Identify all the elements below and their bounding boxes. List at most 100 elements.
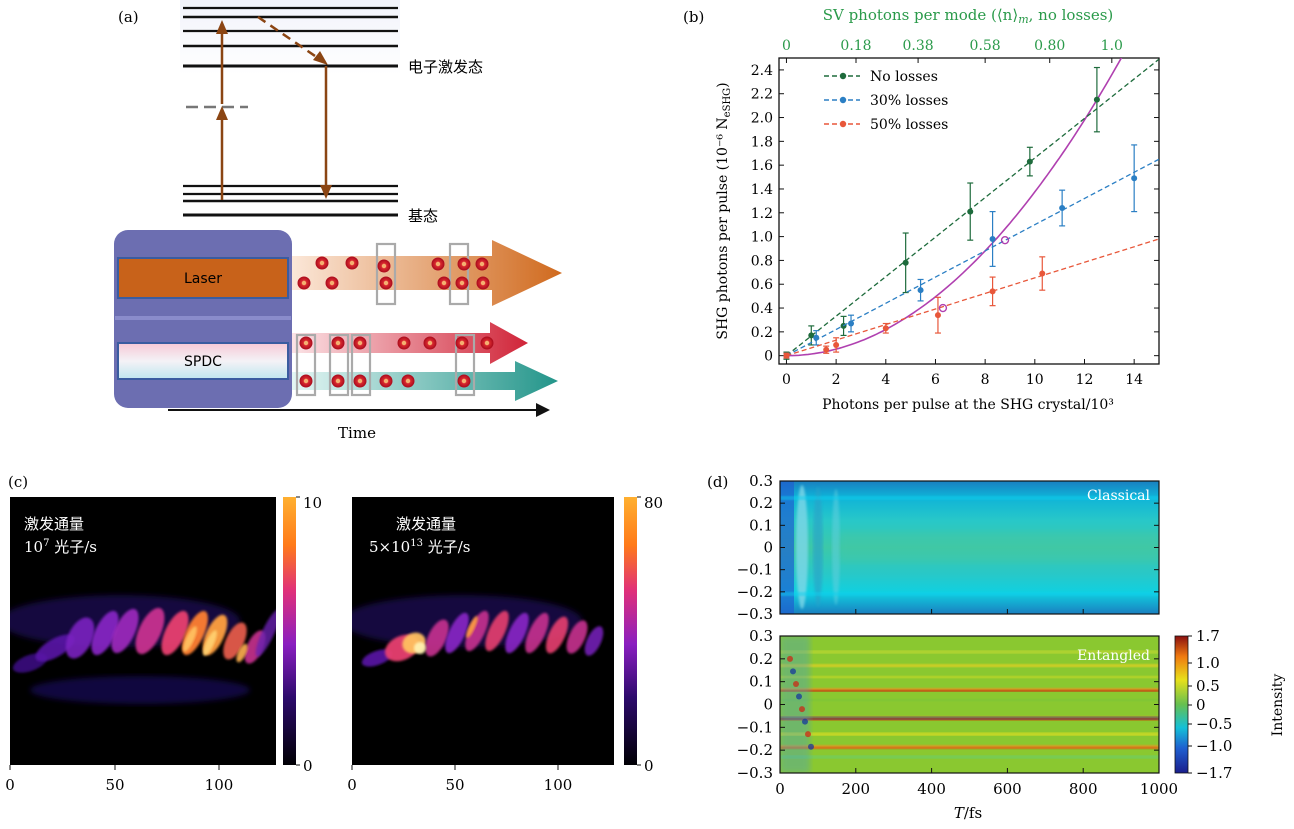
y-tick-label: 2.4	[751, 63, 773, 79]
y-tick-label: 1.8	[751, 134, 773, 150]
colorbar-tick-label: 0	[1196, 696, 1206, 714]
photon-core	[461, 378, 467, 384]
speckle	[203, 630, 217, 656]
photons	[297, 256, 494, 388]
speckle	[255, 609, 276, 657]
panel-a: 电子激发态 基态 Laser SPDC Time	[114, 0, 562, 442]
top-tick-label: 0.58	[970, 38, 1001, 54]
photon-core	[335, 378, 341, 384]
pulse-window	[454, 333, 476, 397]
x-tick-label: 0	[5, 776, 15, 794]
colorbar-tick-label: −0.5	[1196, 715, 1232, 733]
photon-core	[319, 260, 325, 266]
pulse-window	[295, 333, 317, 397]
flux-label-1-line1: 激发通量	[24, 515, 84, 533]
x-tick-label: 1000	[1140, 780, 1178, 798]
panel-c: 激发通量 107 光子/s 10 0 激发通量 5×1013 光子/s 80 0…	[5, 494, 663, 794]
data-point	[1093, 96, 1100, 103]
panel-b: 0 0.2 0.4 0.6 0.8 1.0 1.2 1.4 1.6 1.8 2.0 2.2 2.4 0 2…	[715, 6, 1160, 413]
photon-core	[357, 378, 363, 384]
photon-core	[401, 340, 407, 346]
speckle	[223, 622, 247, 660]
spectral-band	[780, 688, 1159, 692]
spdc-box	[117, 342, 289, 380]
y-tick-label: 1.6	[751, 158, 773, 174]
x-tick-labels: 0 2 4 6 8 10 12 14	[782, 372, 1143, 388]
x-tick-label: 6	[931, 372, 940, 388]
laser-box	[117, 257, 289, 299]
photon-core	[335, 340, 341, 346]
colorbar-1	[283, 497, 296, 765]
spectral-band	[780, 746, 1159, 749]
y-tick-label: 0	[763, 539, 773, 557]
photon-core	[459, 280, 465, 286]
x-tick-label: 0	[347, 776, 357, 794]
y-tick-label: −0.3	[737, 764, 773, 782]
colorbar-ticks: 1.7 1.0 0.50−0.5 −1.0 −1.7	[1188, 627, 1232, 782]
legend-label: 30% losses	[870, 93, 948, 109]
y-tick-label: −0.1	[737, 718, 773, 736]
intensity-colorbar	[1174, 635, 1189, 774]
speckle	[35, 634, 75, 662]
open-marker	[1000, 235, 1010, 245]
data-point	[848, 320, 855, 327]
data-point	[917, 287, 924, 294]
legend-marker	[839, 96, 847, 104]
x-tick-label: 4	[881, 372, 890, 388]
speckle	[361, 649, 393, 667]
y-tick-label: 0.1	[749, 516, 773, 534]
spectral-band	[780, 745, 1159, 749]
flux-label-2-line2: 5×1013 光子/s	[369, 538, 470, 556]
pulse-window	[350, 333, 372, 397]
speckle	[485, 610, 509, 652]
spdc-label: SPDC	[184, 354, 222, 370]
speckle	[425, 619, 449, 657]
y-axis-label: SHG photons per pulse (10⁻⁶ NeSHG)	[715, 82, 733, 339]
legend-marker	[839, 72, 847, 80]
fit-line	[786, 58, 1159, 357]
data-point	[823, 346, 830, 353]
photon-core	[459, 340, 465, 346]
fluorescence-image-high	[352, 595, 604, 667]
photon-core	[383, 280, 389, 286]
panel-label-c: (c)	[8, 473, 28, 491]
fluorescence-image-low	[10, 595, 276, 704]
data-point	[813, 334, 820, 341]
legend-marker	[839, 120, 847, 128]
colorbar-1-min: 0	[303, 757, 313, 775]
speckle	[545, 616, 569, 654]
tick-marks	[779, 58, 1159, 364]
y-tick-label: 0.2	[749, 494, 773, 512]
data-point	[882, 325, 889, 332]
speckle	[566, 620, 588, 654]
ground-state-label: 基态	[408, 207, 438, 225]
photon-core	[427, 340, 433, 346]
speckle	[111, 608, 139, 654]
spectral-band	[780, 698, 1159, 701]
flux-label-1-line2: 107 光子/s	[24, 538, 97, 556]
photon-core	[479, 261, 485, 267]
y-tick-label: 2.2	[751, 87, 773, 103]
time-label: Time	[338, 424, 376, 442]
oscillation	[796, 693, 802, 700]
legend-label: No losses	[870, 69, 938, 85]
spectral-band	[780, 716, 1159, 719]
panel-label-d: (d)	[707, 473, 728, 491]
x-tick-label: 12	[1076, 372, 1094, 388]
photon-core	[461, 261, 467, 267]
panel-d: Classical Entangled 0.3 0.2 0.1 0 −0.1 −0.2 −0…	[737, 472, 1286, 822]
plot-area	[783, 58, 1159, 360]
spectral-band	[780, 689, 1159, 692]
y-tick-label: 0.1	[749, 673, 773, 691]
y-tick-label: 0	[764, 349, 773, 365]
y-tick-label: 0.4	[751, 301, 773, 317]
speckle	[525, 612, 549, 654]
photon-core	[435, 261, 441, 267]
data-point	[783, 352, 790, 359]
classical-label: Classical	[1087, 488, 1151, 504]
x-tick-labels: 0 200 400 600 800 1000	[775, 609, 1178, 798]
x-tick-label: 50	[445, 776, 464, 794]
y-tick-label: −0.3	[737, 605, 773, 623]
y-tick-labels: 0.3 0.2 0.1 0 −0.1 −0.2 −0.3 0.3 0.2 0.1 0 −0.1 −0.2…	[737, 472, 1159, 782]
speckle	[65, 617, 95, 659]
